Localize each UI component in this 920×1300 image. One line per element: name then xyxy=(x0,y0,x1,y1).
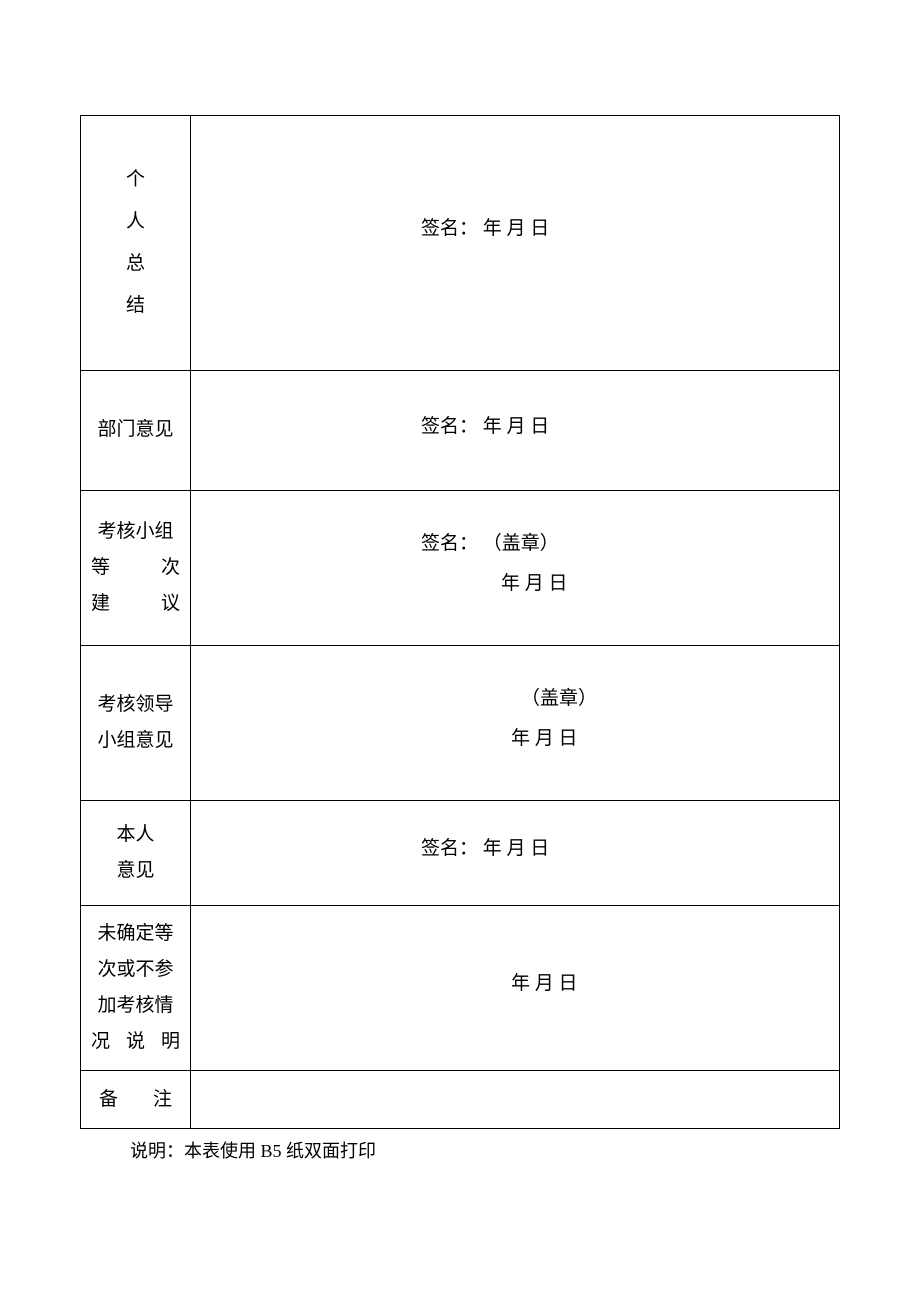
form-table: 个 人 总 结 签名： 年 月 日 部门意见 签名： 年 月 日 考核小组 xyxy=(80,115,840,1129)
label-line: 意见 xyxy=(89,853,182,889)
label-line: 小组意见 xyxy=(89,723,182,759)
label-char: 总 xyxy=(126,243,145,285)
label-line: 次或不参 xyxy=(89,952,182,988)
content-dept-opinion: 签名： 年 月 日 xyxy=(191,371,840,491)
label-char: 结 xyxy=(126,285,145,327)
label-line: 等 次 xyxy=(89,550,182,586)
date-line: 年 月 日 xyxy=(221,964,809,1004)
label-line: 况 说 明 xyxy=(89,1024,182,1060)
content-personal-summary: 签名： 年 月 日 xyxy=(191,116,840,371)
date-line: 年 月 日 xyxy=(221,564,809,604)
row-leader-opinion: 考核领导 小组意见 （盖章） 年 月 日 xyxy=(81,646,840,801)
row-dept-opinion: 部门意见 签名： 年 月 日 xyxy=(81,371,840,491)
label-line: 加考核情 xyxy=(89,988,182,1024)
label-dept-opinion: 部门意见 xyxy=(81,371,191,491)
date-line: 年 月 日 xyxy=(221,719,809,759)
label-remarks: 备 注 xyxy=(81,1071,191,1129)
label-line: 考核领导 xyxy=(89,687,182,723)
label-line: 本人 xyxy=(89,817,182,853)
row-personal-summary: 个 人 总 结 签名： 年 月 日 xyxy=(81,116,840,371)
content-undetermined: 年 月 日 xyxy=(191,906,840,1071)
content-leader-opinion: （盖章） 年 月 日 xyxy=(191,646,840,801)
label-line: 未确定等 xyxy=(89,916,182,952)
signature-line: 签名： 年 月 日 xyxy=(221,829,809,869)
label-char: 个 xyxy=(126,159,145,201)
label-line: 建 议 xyxy=(89,586,182,622)
signature-line: 签名： （盖章） xyxy=(221,524,809,564)
row-remarks: 备 注 xyxy=(81,1071,840,1129)
label-group-suggestion: 考核小组 等 次 建 议 xyxy=(81,491,191,646)
label-personal-summary: 个 人 总 结 xyxy=(81,116,191,371)
content-self-opinion: 签名： 年 月 日 xyxy=(191,801,840,906)
signature-line: 签名： 年 月 日 xyxy=(221,209,809,249)
label-undetermined: 未确定等 次或不参 加考核情 况 说 明 xyxy=(81,906,191,1071)
row-self-opinion: 本人 意见 签名： 年 月 日 xyxy=(81,801,840,906)
label-char: 人 xyxy=(126,201,145,243)
signature-line: 签名： 年 月 日 xyxy=(221,407,809,447)
label-line: 考核小组 xyxy=(89,514,182,550)
label-leader-opinion: 考核领导 小组意见 xyxy=(81,646,191,801)
row-undetermined: 未确定等 次或不参 加考核情 况 说 明 年 月 日 xyxy=(81,906,840,1071)
content-remarks xyxy=(191,1071,840,1129)
label-self-opinion: 本人 意见 xyxy=(81,801,191,906)
content-group-suggestion: 签名： （盖章） 年 月 日 xyxy=(191,491,840,646)
row-group-suggestion: 考核小组 等 次 建 议 签名： （盖章） 年 月 日 xyxy=(81,491,840,646)
stamp-line: （盖章） xyxy=(221,679,809,719)
footer-note: 说明：本表使用 B5 纸双面打印 xyxy=(80,1129,840,1163)
